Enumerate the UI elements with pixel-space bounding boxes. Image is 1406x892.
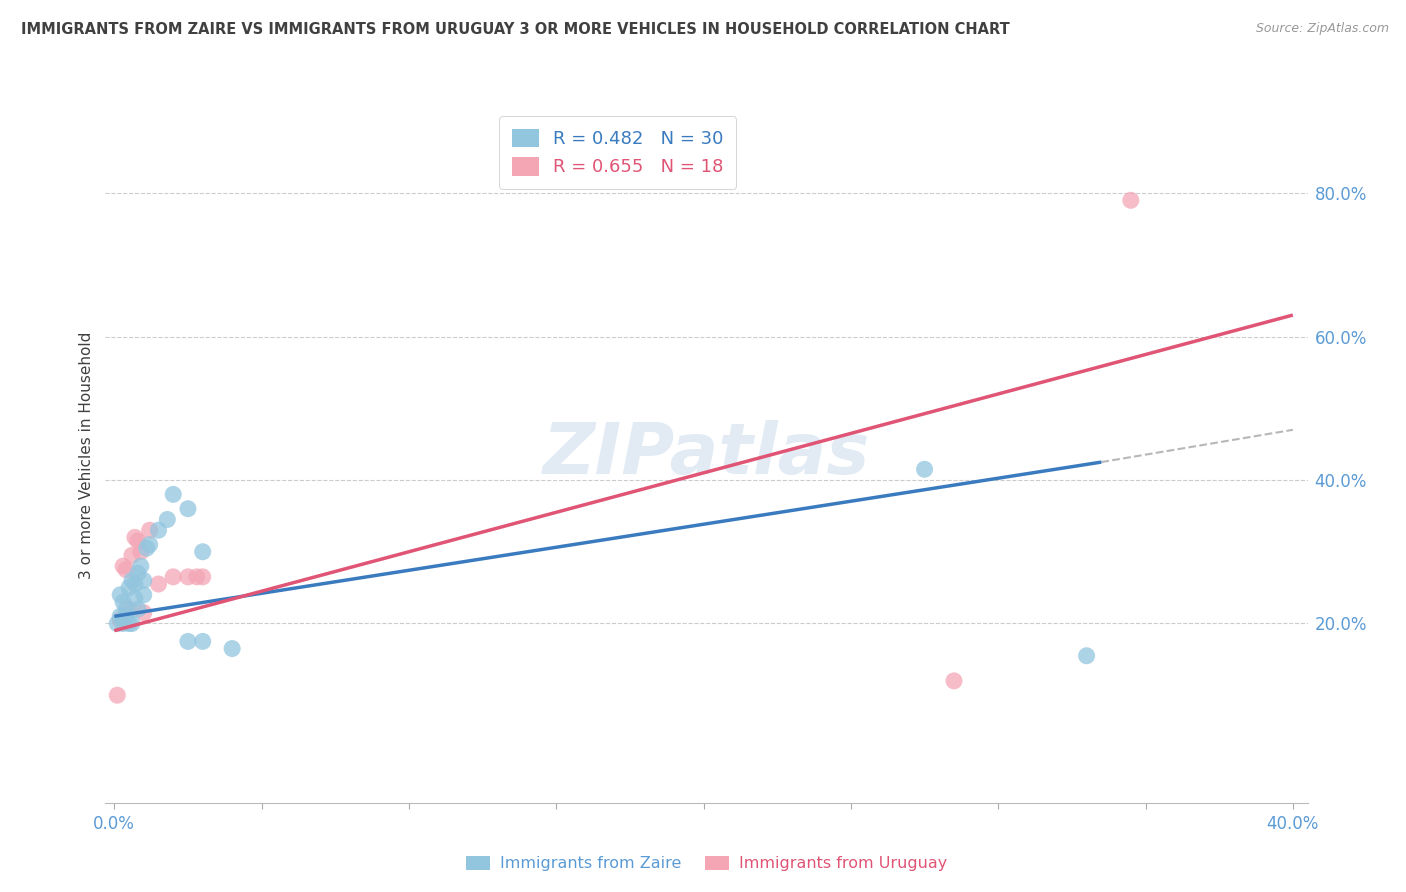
Point bbox=[105, 616, 128, 631]
Point bbox=[108, 609, 131, 624]
Point bbox=[1076, 648, 1098, 663]
Point bbox=[105, 688, 128, 702]
Point bbox=[115, 563, 138, 577]
Point bbox=[118, 602, 141, 616]
Point bbox=[177, 570, 200, 584]
Point bbox=[162, 487, 184, 501]
Point bbox=[108, 588, 131, 602]
Text: Source: ZipAtlas.com: Source: ZipAtlas.com bbox=[1256, 22, 1389, 36]
Point bbox=[186, 570, 208, 584]
Y-axis label: 3 or more Vehicles in Household: 3 or more Vehicles in Household bbox=[79, 331, 94, 579]
Point bbox=[127, 566, 149, 581]
Text: ZIPatlas: ZIPatlas bbox=[543, 420, 870, 490]
Point bbox=[177, 634, 200, 648]
Point bbox=[914, 462, 936, 476]
Point bbox=[115, 602, 138, 616]
Point bbox=[162, 570, 184, 584]
Point bbox=[943, 673, 966, 688]
Point bbox=[121, 549, 143, 563]
Point bbox=[121, 574, 143, 588]
Point bbox=[115, 609, 138, 624]
Point bbox=[118, 616, 141, 631]
Point bbox=[121, 616, 143, 631]
Point bbox=[132, 588, 155, 602]
Point bbox=[124, 530, 146, 544]
Point bbox=[177, 501, 200, 516]
Point bbox=[127, 533, 149, 548]
Legend: Immigrants from Zaire, Immigrants from Uruguay: Immigrants from Zaire, Immigrants from U… bbox=[467, 855, 946, 871]
Point bbox=[156, 512, 179, 526]
Point bbox=[138, 523, 160, 537]
Point bbox=[191, 634, 214, 648]
Point bbox=[129, 559, 152, 574]
Point bbox=[112, 616, 135, 631]
Point bbox=[129, 545, 152, 559]
Point bbox=[1119, 194, 1142, 208]
Point bbox=[124, 591, 146, 606]
Point bbox=[112, 559, 135, 574]
Point bbox=[108, 613, 131, 627]
Point bbox=[124, 577, 146, 591]
Point bbox=[191, 545, 214, 559]
Point bbox=[132, 606, 155, 620]
Text: IMMIGRANTS FROM ZAIRE VS IMMIGRANTS FROM URUGUAY 3 OR MORE VEHICLES IN HOUSEHOLD: IMMIGRANTS FROM ZAIRE VS IMMIGRANTS FROM… bbox=[21, 22, 1010, 37]
Point bbox=[221, 641, 243, 656]
Point bbox=[135, 541, 157, 556]
Point bbox=[112, 595, 135, 609]
Point bbox=[118, 581, 141, 595]
Point bbox=[148, 523, 170, 537]
Point bbox=[148, 577, 170, 591]
Point bbox=[191, 570, 214, 584]
Point bbox=[138, 538, 160, 552]
Point bbox=[127, 602, 149, 616]
Point bbox=[132, 574, 155, 588]
